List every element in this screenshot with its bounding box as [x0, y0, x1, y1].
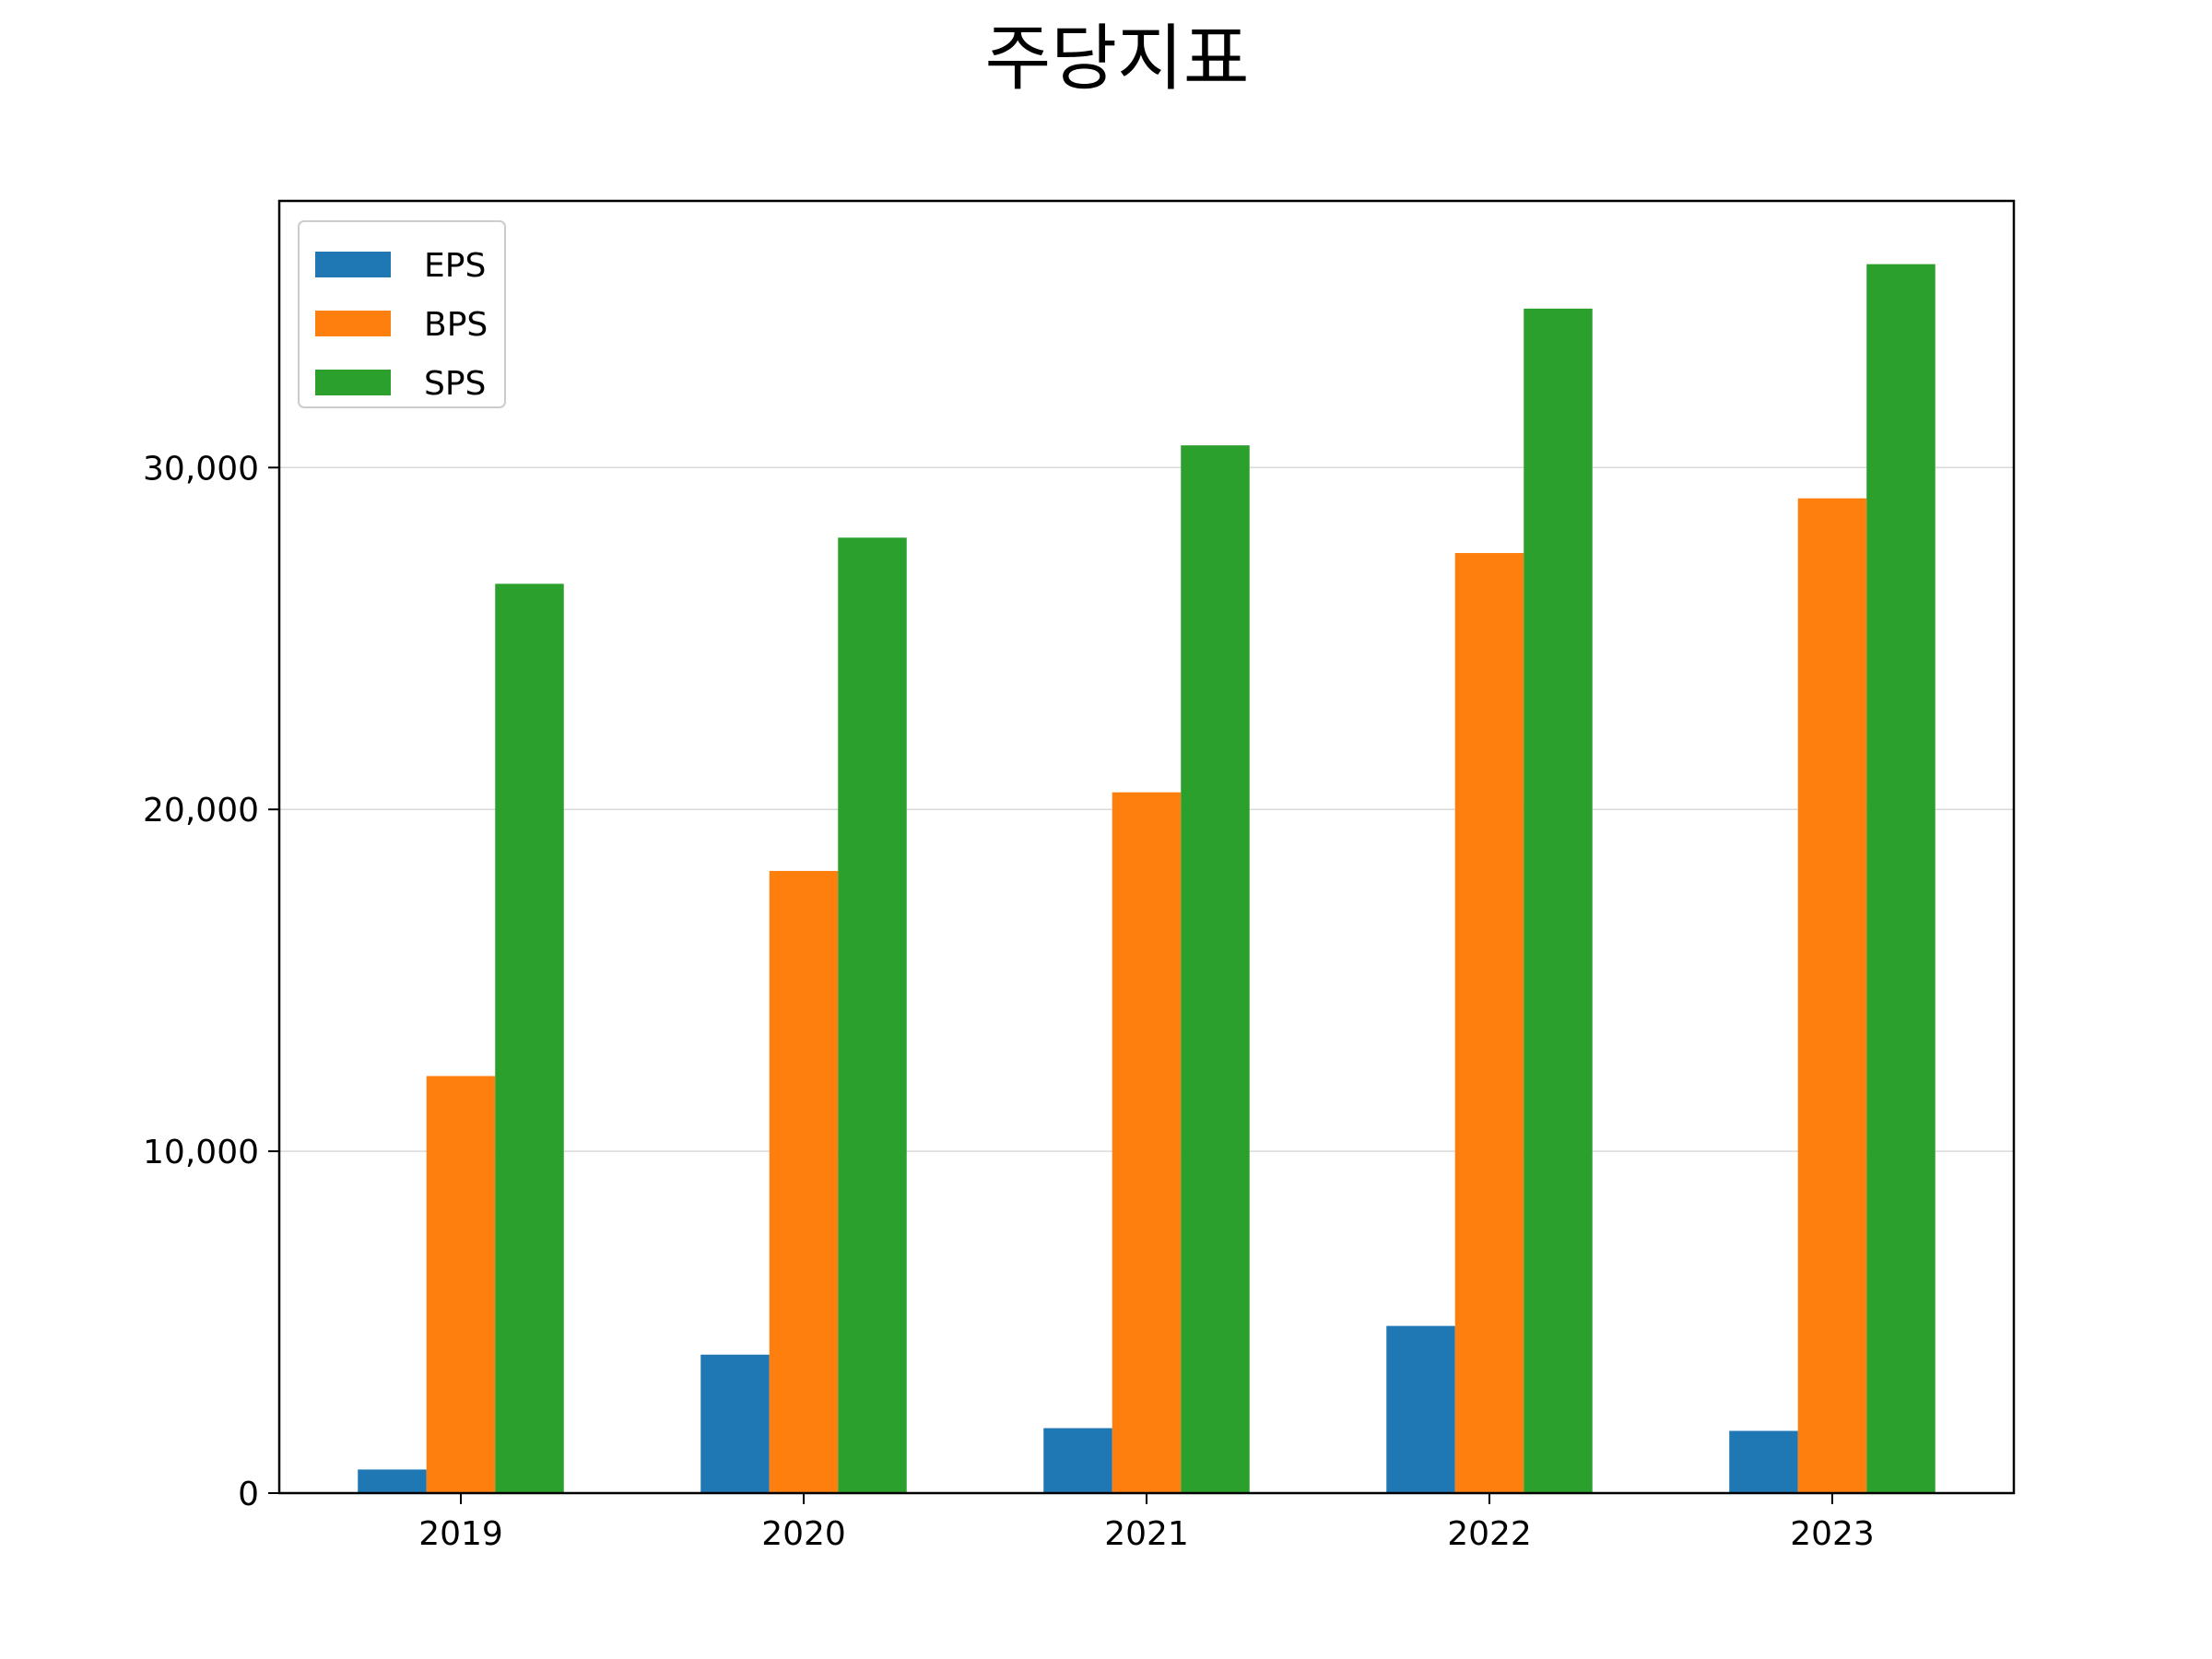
bar-marks: [358, 264, 1936, 1494]
bar-sps-2021: [1181, 445, 1250, 1493]
bar-bps-2021: [1112, 792, 1182, 1493]
chart-title: 주당지표: [984, 18, 1249, 100]
legend-label-sps: SPS: [424, 365, 486, 403]
bar-eps-2022: [1386, 1325, 1455, 1493]
x-tick-label: 2019: [418, 1515, 503, 1553]
bar-eps-2019: [358, 1469, 427, 1493]
bar-sps-2022: [1524, 308, 1593, 1493]
bar-eps-2023: [1729, 1430, 1798, 1493]
legend: EPS BPS SPS: [298, 220, 506, 408]
y-tick-label: 10,000: [143, 1134, 259, 1171]
legend-label-bps: BPS: [424, 306, 488, 344]
axis-ticks: 0 10,000 20,000 30,000 2019 2020 2021 2022 2023: [143, 450, 1875, 1553]
y-tick-label: 30,000: [143, 450, 259, 488]
y-tick-label: 0: [238, 1476, 259, 1513]
bar-sps-2023: [1866, 264, 1936, 1493]
x-tick-label: 2022: [1447, 1515, 1532, 1553]
legend-label-eps: EPS: [424, 247, 486, 285]
legend-swatch-eps: [315, 252, 391, 277]
x-tick-label: 2023: [1790, 1515, 1875, 1553]
bar-sps-2020: [838, 537, 907, 1494]
bar-bps-2020: [769, 870, 839, 1493]
legend-swatch-sps: [315, 370, 391, 395]
bar-bps-2022: [1454, 553, 1524, 1493]
bar-bps-2019: [426, 1076, 496, 1493]
x-tick-label: 2021: [1104, 1515, 1189, 1553]
x-tick-label: 2020: [761, 1515, 846, 1553]
y-tick-label: 20,000: [143, 792, 259, 830]
bar-eps-2020: [700, 1354, 770, 1493]
bar-eps-2021: [1043, 1428, 1112, 1493]
legend-swatch-bps: [315, 311, 391, 336]
bar-sps-2019: [495, 583, 564, 1493]
bar-bps-2023: [1797, 498, 1867, 1493]
